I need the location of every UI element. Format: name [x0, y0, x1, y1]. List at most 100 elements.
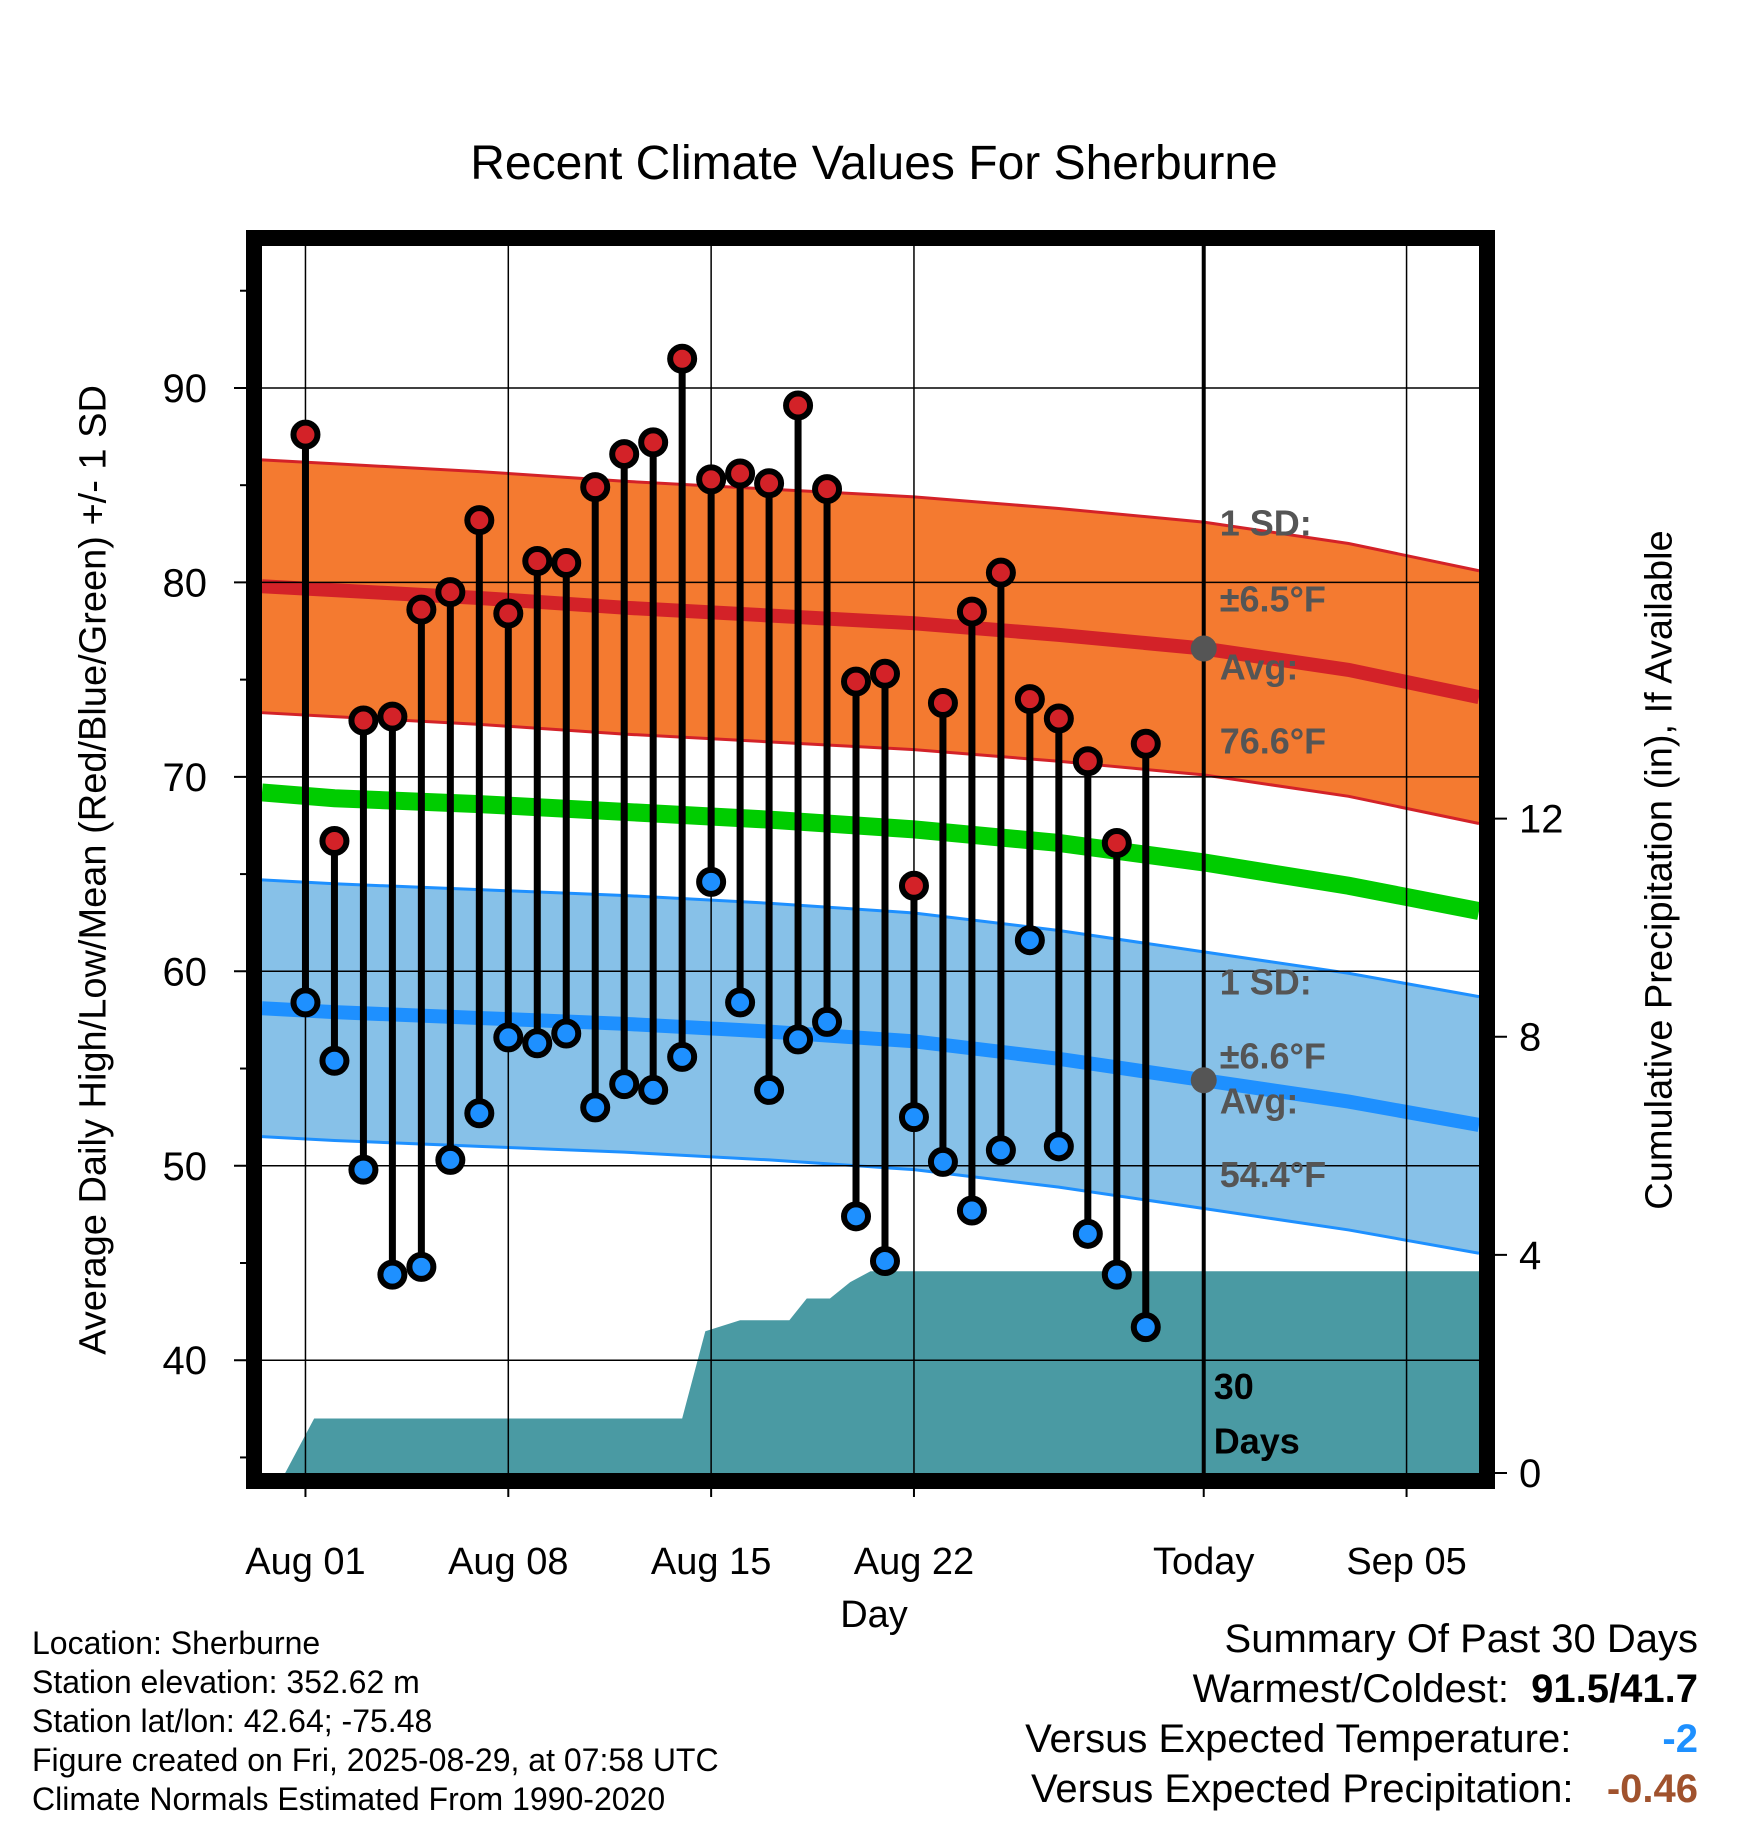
daily-high-point [956, 596, 987, 627]
plot-frame [246, 230, 1495, 1489]
daily-low-point [1101, 1259, 1132, 1290]
daily-low-point [290, 987, 321, 1018]
precip-row: Versus Expected Precipitation: -0.46 [1025, 1764, 1698, 1814]
temp-label: Versus Expected Temperature: [1025, 1717, 1572, 1761]
daily-low-point [696, 866, 727, 897]
period-label-line1: 30 [1214, 1366, 1254, 1407]
latlon-text: Station lat/lon: 42.64; -75.48 [32, 1703, 433, 1739]
x-tick-label: Sep 05 [1346, 1541, 1466, 1583]
y-tick-label: 40 [163, 1339, 208, 1383]
x-tick-label: Today [1153, 1541, 1254, 1583]
daily-low-point [869, 1246, 900, 1277]
warm-cold-value: 91.5/41.7 [1531, 1667, 1698, 1711]
daily-high-point [377, 701, 408, 732]
low-sd-label: 1 SD: [1220, 962, 1312, 1003]
daily-low-point [783, 1024, 814, 1055]
summary-panel: Summary Of Past 30 Days Warmest/Coldest:… [1025, 1614, 1698, 1814]
daily-high-point [667, 343, 698, 374]
daily-low-point [493, 1022, 524, 1053]
high-avg-label: Avg: [1220, 647, 1299, 688]
daily-low-point [1014, 925, 1045, 956]
daily-low-point [725, 987, 756, 1018]
daily-high-point [435, 577, 466, 608]
y-tick-label: 60 [163, 950, 208, 994]
x-axis-label: Day [840, 1594, 908, 1636]
temp-value: -2 [1662, 1717, 1698, 1761]
daily-low-point [667, 1041, 698, 1072]
y-tick-label: 90 [163, 367, 208, 411]
x-tick-label: Aug 22 [854, 1541, 974, 1583]
daily-low-point [1043, 1131, 1074, 1162]
daily-low-point [348, 1154, 379, 1185]
daily-series [290, 343, 1161, 1343]
daily-high-point [985, 557, 1016, 588]
daily-low-point [638, 1074, 669, 1105]
daily-low-point [1130, 1312, 1161, 1343]
daily-low-point [898, 1102, 929, 1133]
x-tick-label: Aug 15 [651, 1541, 771, 1583]
temp-row: Versus Expected Temperature: -2 [1025, 1714, 1698, 1764]
high-sd-label: 1 SD: [1220, 503, 1312, 544]
y2-tick-label: 0 [1519, 1452, 1541, 1496]
daily-high-point [319, 826, 350, 857]
daily-low-point [956, 1195, 987, 1226]
precip-label: Versus Expected Precipitation: [1030, 1767, 1574, 1811]
daily-high-point [638, 427, 669, 458]
y-tick-label: 50 [163, 1145, 208, 1189]
daily-low-point [522, 1028, 553, 1059]
daily-low-point [1072, 1218, 1103, 1249]
y2-tick-label: 8 [1519, 1016, 1541, 1060]
daily-low-point [754, 1074, 785, 1105]
daily-high-point [1130, 728, 1161, 759]
daily-high-point [493, 598, 524, 629]
summary-heading: Summary Of Past 30 Days [1224, 1617, 1698, 1661]
daily-high-point [522, 546, 553, 577]
daily-low-point [841, 1201, 872, 1232]
low-avg-value: 54.4°F [1220, 1154, 1326, 1195]
mean-line [261, 783, 1481, 920]
precip-area-fill [262, 1271, 1479, 1473]
daily-high-point [1014, 684, 1045, 715]
period-label-line2: Days [1214, 1421, 1300, 1462]
y2-axis-label: Cumulative Precipitation (in), If Availa… [1638, 530, 1681, 1210]
daily-low-point [985, 1135, 1016, 1166]
daily-high-point [464, 505, 495, 536]
today-low-avg-marker [1190, 1067, 1217, 1094]
created-text: Figure created on Fri, 2025-08-29, at 07… [32, 1742, 719, 1778]
daily-low-point [927, 1146, 958, 1177]
high-band-lower [261, 711, 1480, 825]
y-axis-label: Average Daily High/Low/Mean (Red/Blue/Gr… [72, 385, 115, 1355]
daily-high-point [841, 666, 872, 697]
daily-high-point [580, 472, 611, 503]
daily-high-point [348, 705, 379, 736]
location-text: Location: Sherburne [32, 1625, 321, 1661]
station-info: Location: Sherburne Station elevation: 3… [32, 1624, 719, 1819]
low-band-upper [261, 878, 1480, 999]
daily-high-point [406, 594, 437, 625]
daily-high-point [754, 468, 785, 499]
high-band-upper [261, 458, 1480, 573]
x-tick-label: Aug 08 [448, 1541, 568, 1583]
y2-tick-label: 12 [1519, 798, 1564, 842]
daily-high-point [725, 458, 756, 489]
precip-value: -0.46 [1606, 1767, 1698, 1811]
daily-high-point [927, 687, 958, 718]
low-band-lower [261, 1135, 1480, 1255]
daily-high-point [551, 547, 582, 578]
daily-low-point [580, 1092, 611, 1123]
daily-low-point [435, 1144, 466, 1175]
precip-area [262, 1271, 1479, 1473]
x-tick-label: Aug 01 [245, 1541, 365, 1583]
warm-cold-row: Warmest/Coldest: 91.5/41.7 [1025, 1664, 1698, 1714]
daily-high-point [898, 870, 929, 901]
daily-low-point [609, 1069, 640, 1100]
daily-high-point [812, 474, 843, 505]
daily-high-point [290, 419, 321, 450]
low-avg-label: Avg: [1220, 1080, 1299, 1121]
normals-text: Climate Normals Estimated From 1990-2020 [32, 1781, 666, 1817]
daily-high-point [696, 464, 727, 495]
y-tick-label: 80 [163, 561, 208, 605]
low-avg-line [261, 1001, 1481, 1132]
